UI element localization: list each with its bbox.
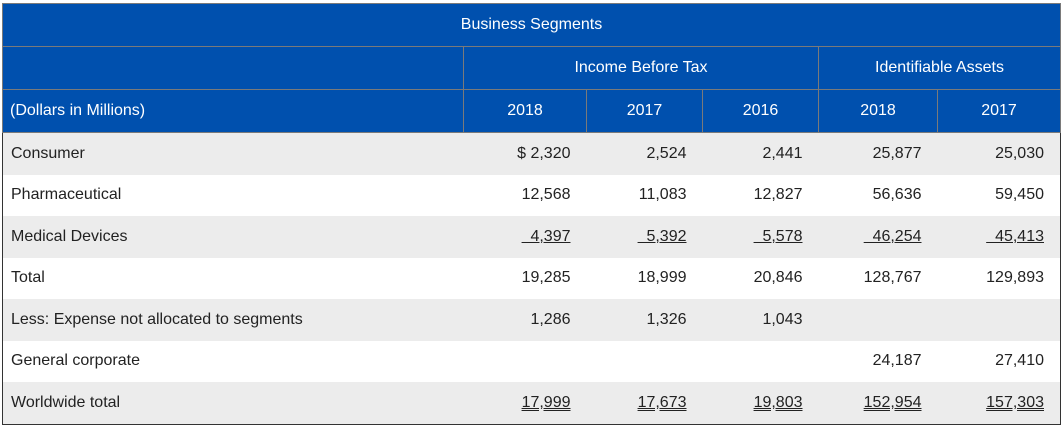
value: 5,392 [637, 227, 687, 245]
value-cell: 19,803 [702, 382, 819, 424]
value-cell: 5,578 [702, 216, 819, 258]
value-cell: 4,397 [463, 216, 587, 258]
value-cell: 5,392 [586, 216, 703, 258]
value: 2,524 [646, 144, 687, 162]
value-cell: 157,303 [937, 382, 1061, 424]
value: 24,187 [872, 352, 922, 370]
table-row: Less: Expense not allocated to segments 1… [2, 299, 1061, 341]
value-cell: 25,877 [818, 132, 938, 175]
value-cell [818, 299, 938, 341]
value-cell: 56,636 [819, 175, 938, 217]
value: 46,254 [863, 227, 922, 245]
row-label: General corporate [11, 352, 140, 370]
year-header: 2017 [937, 89, 1061, 133]
table-row: General corporate 24,187 27,410 [3, 341, 1061, 383]
table-row: Worldwide total 17,999 17,673 19,803 152,954… [2, 382, 1061, 424]
value: 45,413 [986, 227, 1044, 245]
value: 5,578 [753, 227, 803, 245]
identifiable-assets-header: Identifiable Assets [818, 46, 1061, 90]
value: 128,767 [863, 269, 922, 287]
value: 25,877 [872, 144, 922, 162]
value: 152,954 [863, 393, 922, 411]
year-header: 2017 [586, 89, 703, 133]
value: 11,083 [638, 186, 687, 204]
value-cell: 17,999 [463, 382, 587, 424]
value: 1,043 [762, 310, 803, 328]
value-cell: 1,286 [463, 299, 587, 341]
value: 4,397 [521, 227, 571, 245]
business-segments-table: Business Segments Income Before Tax Iden… [2, 3, 1061, 425]
value: 2,441 [762, 144, 803, 162]
value: 18,999 [637, 269, 687, 287]
value-cell: 2,524 [586, 132, 703, 175]
value-cell: 11,083 [587, 175, 703, 217]
value: 1,326 [646, 310, 687, 328]
year-header: 2016 [702, 89, 819, 133]
value-cell: 17,673 [586, 382, 703, 424]
table-row: Medical Devices 4,397 5,392 5,578 46,254… [2, 216, 1061, 258]
value: 56,636 [872, 186, 922, 204]
value-cell [587, 341, 703, 383]
value-cell: 1,043 [702, 299, 819, 341]
value-cell [464, 341, 587, 383]
row-label: Worldwide total [2, 382, 464, 424]
value: 17,999 [521, 393, 571, 411]
table-row: Pharmaceutical 12,568 11,083 12,827 56,636 59… [3, 175, 1061, 217]
table-title: Business Segments [2, 3, 1061, 47]
value-cell: 24,187 [819, 341, 938, 383]
table-row: Total 19,285 18,999 20,846 128,767 129,893 [3, 258, 1061, 300]
value-cell: 128,767 [819, 258, 938, 300]
row-header-label: (Dollars in Millions) [2, 89, 464, 133]
year-header: 2018 [463, 89, 587, 133]
value: 19,803 [753, 393, 803, 411]
blank-header [2, 46, 464, 90]
value-cell: 46,254 [818, 216, 938, 258]
value-cell [703, 341, 819, 383]
table-row: Consumer $ 2,320 2,524 2,441 25,877 25,030 [2, 132, 1061, 175]
row-label: Total [11, 269, 45, 287]
value: 20,846 [753, 269, 803, 287]
row-label: Less: Expense not allocated to segments [2, 299, 464, 341]
value: 129,893 [986, 269, 1044, 287]
value-cell [937, 299, 1061, 341]
value: 12,568 [521, 186, 571, 204]
value-cell: 129,893 [938, 258, 1061, 300]
value-cell: 12,568 [464, 175, 587, 217]
value: 27,410 [995, 352, 1044, 370]
value-cell: 12,827 [703, 175, 819, 217]
value: 12,827 [753, 186, 803, 204]
row-label: Consumer [2, 132, 464, 175]
year-header: 2018 [818, 89, 938, 133]
value: 1,286 [530, 310, 571, 328]
value-cell: 18,999 [587, 258, 703, 300]
value: 17,673 [637, 393, 687, 411]
value-cell: 59,450 [938, 175, 1061, 217]
row-label: Pharmaceutical [11, 186, 122, 204]
row-label: Medical Devices [2, 216, 464, 258]
value: 25,030 [995, 144, 1044, 162]
value-cell: 152,954 [818, 382, 938, 424]
value-cell: 19,285 [464, 258, 587, 300]
value-cell: 25,030 [937, 132, 1061, 175]
value-cell: $ 2,320 [463, 132, 587, 175]
value-cell: 2,441 [702, 132, 819, 175]
value-cell: 1,326 [586, 299, 703, 341]
value-cell: 45,413 [937, 216, 1061, 258]
value: 59,450 [995, 186, 1044, 204]
value-cell: 20,846 [703, 258, 819, 300]
value-cell: 27,410 [938, 341, 1061, 383]
value: 157,303 [986, 393, 1044, 411]
value: 19,285 [521, 269, 571, 287]
value: $ 2,320 [517, 144, 571, 162]
income-before-tax-header: Income Before Tax [463, 46, 819, 90]
